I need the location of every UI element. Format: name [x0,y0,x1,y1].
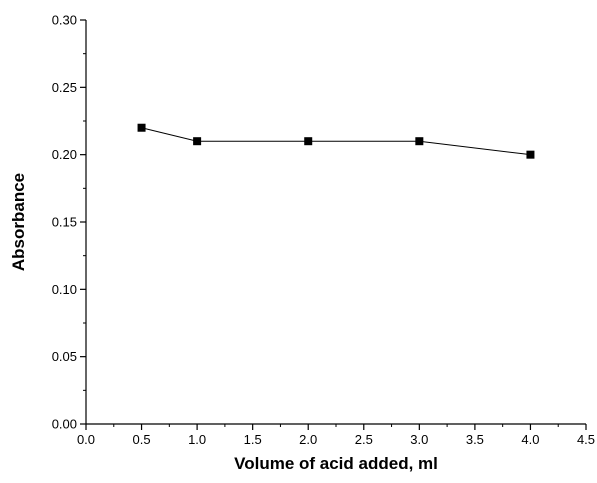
data-point [304,137,313,146]
y-tick-label: 0.15 [52,215,77,230]
data-point [137,123,146,132]
y-tick-label: 0.05 [52,349,77,364]
x-axis-title: Volume of acid added, ml [234,454,438,473]
x-tick-label: 0.0 [77,432,95,447]
x-tick-label: 2.5 [355,432,373,447]
data-point [526,150,535,159]
x-tick-label: 1.5 [244,432,262,447]
y-tick-label: 0.20 [52,147,77,162]
x-tick-label: 3.5 [466,432,484,447]
data-point [415,137,424,146]
data-point [193,137,202,146]
x-tick-label: 1.0 [188,432,206,447]
x-ticks: 0.0 0.5 1.0 1.5 2.0 2.5 3.0 3.5 4.0 4.5 [77,424,595,447]
series-layer [137,123,535,159]
y-tick-label: 0.25 [52,80,77,95]
y-axis-title: Absorbance [9,173,28,271]
x-tick-label: 4.5 [577,432,595,447]
y-tick-label: 0.00 [52,417,77,432]
y-tick-label: 0.10 [52,282,77,297]
x-tick-label: 0.5 [133,432,151,447]
y-ticks: 0.00 0.05 0.10 0.15 0.20 0.25 0.30 [52,13,86,432]
x-tick-label: 3.0 [410,432,428,447]
x-tick-label: 2.0 [299,432,317,447]
axes [85,20,586,425]
y-tick-label: 0.30 [52,13,77,28]
x-tick-label: 4.0 [521,432,539,447]
